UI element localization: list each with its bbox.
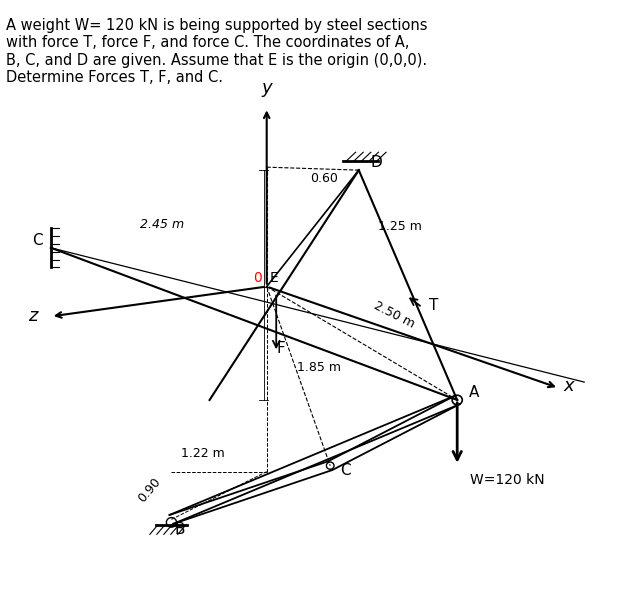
Text: C: C bbox=[340, 463, 351, 478]
Text: E: E bbox=[270, 272, 279, 285]
Text: A weight W= 120 kN is being supported by steel sections
with force T, force F, a: A weight W= 120 kN is being supported by… bbox=[6, 18, 428, 85]
Text: W=120 kN: W=120 kN bbox=[470, 473, 545, 487]
Text: 1.25 m: 1.25 m bbox=[378, 220, 422, 233]
Text: A: A bbox=[469, 385, 479, 400]
Text: T: T bbox=[429, 298, 438, 313]
Text: x: x bbox=[563, 377, 573, 395]
Text: 0.90: 0.90 bbox=[135, 475, 163, 504]
Text: 1.85 m: 1.85 m bbox=[297, 361, 341, 374]
Text: z: z bbox=[29, 307, 37, 325]
Text: 2.50 m: 2.50 m bbox=[371, 298, 417, 330]
Text: 1.22 m: 1.22 m bbox=[181, 447, 225, 460]
Text: 0.60: 0.60 bbox=[310, 172, 338, 185]
Text: y: y bbox=[262, 79, 272, 97]
Text: 2.45 m: 2.45 m bbox=[140, 218, 184, 231]
Text: F: F bbox=[276, 341, 285, 356]
Text: B: B bbox=[175, 522, 185, 537]
Text: C: C bbox=[32, 233, 43, 248]
Text: D: D bbox=[370, 155, 382, 170]
Text: 0: 0 bbox=[253, 272, 262, 285]
